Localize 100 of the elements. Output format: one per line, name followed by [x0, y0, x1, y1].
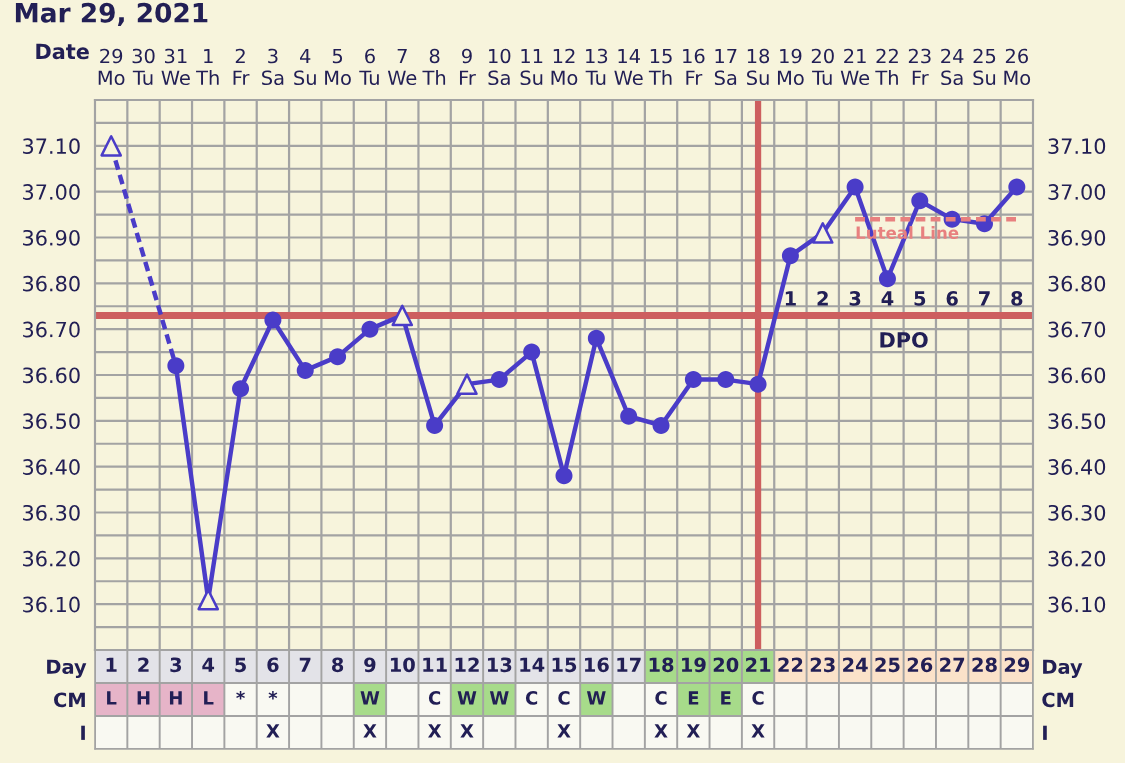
x-tick-label: 8 — [332, 657, 344, 673]
text: X — [686, 724, 700, 738]
x-tick-label: 23 Fr — [908, 48, 931, 85]
x-tick-label: 3 — [170, 657, 182, 673]
text: W — [586, 691, 606, 705]
point — [391, 304, 414, 327]
text: X — [557, 724, 571, 738]
x-tick-label: 1 Th — [196, 48, 219, 85]
x-tick-label: 19 Mo — [777, 48, 804, 86]
point — [264, 311, 282, 329]
y-tick-label: I — [81, 725, 85, 740]
y-tick-label: 36.50 — [23, 413, 80, 430]
x-tick-label: 15 — [552, 657, 577, 673]
y2-tick-label: 36.70 — [1048, 321, 1106, 338]
x-tick-label: 27 — [940, 657, 965, 672]
y-tick-label: 36.80 — [23, 275, 80, 292]
y2-tick-label: 36.90 — [1048, 229, 1106, 246]
annotation: 4 — [881, 291, 894, 306]
x-tick-label: 24 Sa — [941, 48, 964, 86]
x-tick-label: 12 — [455, 657, 479, 672]
text: * — [236, 691, 245, 700]
x-tick-label: 3 Sa — [262, 48, 284, 86]
y2-tick-label: CM — [1042, 692, 1074, 708]
y2-tick-label: 36.20 — [1048, 550, 1106, 567]
text: X — [266, 724, 280, 738]
point — [426, 416, 444, 434]
x-tick-label: 4 Su — [294, 48, 316, 86]
text: X — [363, 724, 377, 738]
x-tick-label: 11 Su — [520, 48, 543, 86]
y2-tick-label: 37.00 — [1048, 184, 1106, 200]
y2-tick-label: 36.40 — [1048, 459, 1106, 475]
text: X — [460, 724, 474, 738]
x-axis-title: Date — [36, 43, 89, 60]
text: H — [169, 691, 182, 705]
point — [911, 192, 929, 210]
x-tick-label: 22 Th — [875, 48, 898, 85]
y-tick-label: 37.10 — [23, 138, 80, 155]
x-tick-label: 13 — [487, 657, 512, 673]
text: E — [688, 691, 699, 705]
text: C — [428, 691, 441, 705]
point — [167, 357, 185, 375]
x-tick-label: 6 Tu — [359, 48, 379, 86]
annotation: DPO — [880, 332, 928, 348]
annotation: 8 — [1011, 291, 1023, 306]
x-tick-label: 16 — [585, 657, 609, 673]
point — [555, 467, 573, 485]
x-tick-label: 4 — [202, 657, 215, 672]
x-tick-label: 7 — [299, 657, 311, 672]
x-tick-label: 5 Mo — [325, 48, 351, 86]
y-tick-label: 36.90 — [23, 229, 80, 246]
x-tick-label: 21 — [746, 657, 771, 672]
text: W — [360, 691, 380, 705]
y2-tick-label: 36.30 — [1048, 504, 1106, 521]
x-tick-label: 2 — [138, 657, 149, 672]
y-tick-label: 36.20 — [23, 550, 80, 567]
text: C — [752, 691, 764, 705]
y2-tick-label: I — [1043, 725, 1047, 740]
y-tick-label: Day — [47, 659, 87, 679]
x-tick-label: 10 Sa — [488, 48, 511, 86]
point — [490, 371, 508, 389]
y2-tick-label: 36.50 — [1048, 413, 1106, 430]
x-tick-label: 21 We — [840, 48, 870, 86]
x-tick-label: 18 — [649, 657, 674, 673]
x-tick-label: 9 — [364, 657, 376, 673]
x-tick-label: 20 — [713, 657, 739, 673]
x-tick-label: 29 Mo — [98, 48, 125, 86]
x-tick-label: 10 — [390, 657, 415, 673]
text: L — [204, 691, 214, 705]
y-tick-label: 36.10 — [23, 596, 80, 613]
x-tick-label: 18 Su — [747, 48, 770, 86]
x-tick-label: 28 — [972, 657, 997, 673]
x-tick-label: 24 — [843, 657, 868, 672]
x-tick-label: 29 — [1004, 657, 1030, 673]
y-tick-label: 36.30 — [23, 504, 80, 521]
y-tick-label: CM — [54, 692, 85, 708]
x-tick-label: 26 — [907, 657, 933, 673]
x-tick-label: 16 Fr — [683, 48, 705, 85]
text: C — [525, 691, 538, 705]
x-tick-label: 11 — [423, 657, 447, 672]
x-tick-label: 7 We — [387, 48, 417, 86]
point — [456, 373, 478, 395]
x-tick-label: 25 — [875, 657, 900, 673]
y-tick-label: 36.70 — [23, 321, 80, 338]
point — [717, 371, 735, 389]
y-tick-label: 36.40 — [23, 459, 80, 475]
x-tick-label: 22 — [778, 657, 803, 672]
text: C — [558, 691, 570, 705]
annotation: 5 — [914, 291, 926, 306]
x-tick-label: 8 Th — [422, 48, 446, 85]
point — [523, 343, 541, 361]
x-tick-label: 15 Th — [648, 48, 672, 85]
text: W — [489, 691, 509, 705]
x-tick-label: 2 Fr — [233, 48, 250, 85]
x-tick-label: 1 — [106, 657, 117, 672]
point — [620, 407, 638, 425]
x-tick-label: 14 — [520, 657, 545, 672]
point — [587, 329, 605, 347]
text: W — [457, 691, 477, 705]
text: H — [137, 691, 150, 705]
annotation: 1 — [785, 291, 796, 306]
